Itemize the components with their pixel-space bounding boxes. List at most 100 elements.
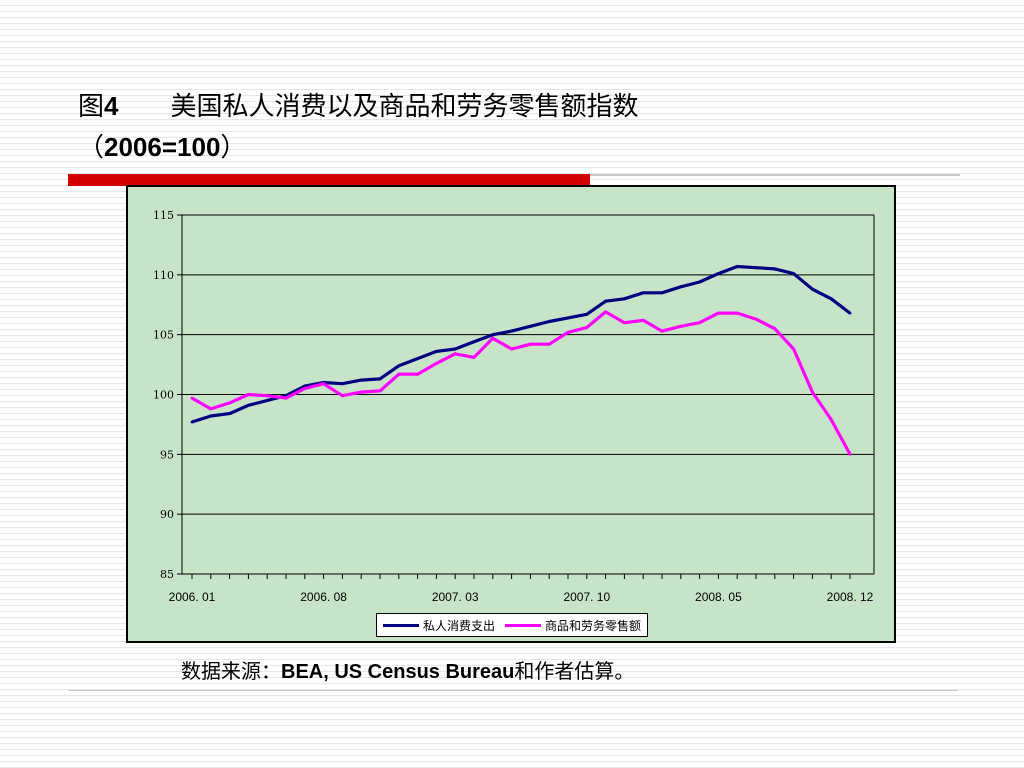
series-0-point-2007-07 [529, 324, 532, 328]
series-1-point-2007-01 [416, 372, 419, 376]
series-0-point-2007-02 [435, 350, 438, 353]
series-1-point-2008-07 [754, 317, 758, 321]
series-1-point-2006-02 [209, 407, 213, 411]
series-1-point-2008-05 [717, 311, 720, 315]
series-0-point-2006-12 [397, 364, 401, 368]
source-suffix: 和作者估算。 [514, 659, 635, 683]
series-0-point-2007-08 [547, 320, 551, 323]
legend-label-retail: 商品和劳务零售额 [545, 618, 642, 633]
series-1-point-2008-06 [735, 311, 739, 315]
series-1-point-2007-06 [510, 347, 513, 351]
series-0-point-2008-04 [698, 280, 701, 284]
series-1-point-2006-11 [378, 389, 382, 393]
series-1-point-2008-11 [829, 418, 833, 421]
series-1-point-2008-02 [660, 329, 664, 333]
legend-item-retail: 商品和劳务零售额 [505, 617, 641, 634]
series-1-point-2008-12 [848, 452, 852, 456]
x-tick-label-5: 2008. 12 [827, 590, 874, 604]
series-0-point-2008-09 [792, 272, 795, 275]
series-1-point-2006-01 [190, 396, 194, 400]
divider-rule [590, 174, 960, 176]
series-1-point-2007-04 [472, 356, 476, 359]
series-0-point-2008-08 [773, 267, 777, 271]
series-1-point-2007-05 [491, 336, 495, 340]
series-1-point-2008-03 [679, 324, 683, 328]
y-tick-label-85: 85 [160, 568, 174, 581]
series-1-point-2007-07 [529, 342, 532, 346]
series-1-point-2006-08 [322, 382, 325, 386]
series-0-point-2006-10 [359, 378, 363, 382]
series-0-point-2006-03 [228, 412, 231, 415]
source-note: 数据来源：BEA, US Census Bureau和作者估算。 [181, 655, 634, 684]
series-1-point-2007-10 [585, 326, 589, 329]
series-1-point-2008-04 [698, 321, 701, 325]
series-0-point-2007-11 [604, 299, 607, 303]
series-line-1 [191, 310, 852, 456]
series-0-point-2007-12 [623, 297, 626, 301]
series-0-point-2006-05 [265, 399, 269, 402]
series-1-point-2006-03 [228, 401, 231, 405]
chart-frame: 115 110 105 100 95 90 85 2006. 01 2006. 08 2007. … [126, 185, 896, 643]
series-1-point-2006-04 [247, 393, 250, 396]
series-0-point-2007-09 [566, 316, 570, 320]
series-1-point-2006-05 [265, 394, 269, 398]
series-0-point-2008-05 [717, 272, 720, 275]
slide-title: 图4 美国私人消费以及商品和劳务零售额指数 （2006=100） [78, 86, 958, 168]
title-prefix: 图 [78, 92, 105, 122]
y-tick-label-105: 105 [153, 329, 174, 342]
series-0-point-2008-11 [829, 297, 833, 301]
title-main: 美国私人消费以及商品和劳务零售额指数 [170, 92, 639, 122]
series-0-point-2007-04 [472, 340, 476, 344]
legend-swatch-retail [505, 623, 542, 627]
y-tick-label-90: 90 [160, 508, 174, 521]
source-bold: BEA, US Census Bureau [281, 661, 515, 683]
series-1-point-2008-08 [773, 327, 777, 331]
series-1-point-2007-12 [623, 321, 626, 325]
series-0-point-2008-12 [848, 311, 852, 315]
series-line-0 [191, 264, 851, 424]
series-1-point-2006-09 [341, 394, 344, 398]
series-1-point-2008-09 [792, 347, 795, 351]
series-1-point-2006-06 [284, 396, 288, 400]
bottom-rule [68, 690, 958, 691]
series-1-point-2007-03 [453, 352, 457, 356]
x-tick-label-0: 2006. 01 [169, 590, 216, 604]
legend-item-consumption: 私人消费支出 [383, 617, 495, 634]
series-1-point-2007-08 [547, 342, 551, 346]
series-1-point-2007-09 [566, 330, 570, 334]
y-tick-label-115: 115 [153, 209, 174, 222]
legend-label-consumption: 私人消费支出 [423, 618, 496, 633]
x-tick-label-2: 2007. 03 [432, 590, 479, 604]
series-0-point-2007-06 [510, 329, 513, 333]
series-0-point-2007-03 [453, 347, 457, 351]
legend-swatch-consumption [383, 623, 419, 627]
title-paren-open: （ [78, 133, 105, 163]
series-1-point-2008-10 [811, 390, 814, 394]
series-1-point-2006-10 [359, 390, 363, 394]
series-0-point-2008-02 [660, 291, 664, 295]
series-0-point-2007-10 [585, 312, 589, 316]
line-chart: 115 110 105 100 95 90 85 2006. 01 2006. 08 2007. … [153, 209, 875, 604]
series-1-point-2006-07 [303, 387, 307, 390]
chart-legend: 私人消费支出 商品和劳务零售额 [376, 613, 649, 637]
x-tick-label-1: 2006. 08 [300, 590, 347, 604]
x-tick-label-3: 2007. 10 [563, 590, 610, 604]
y-tick-label-110: 110 [153, 269, 174, 282]
series-1-point-2007-11 [604, 310, 607, 314]
source-prefix: 数据来源： [181, 659, 281, 683]
series-0-point-2008-10 [811, 287, 814, 291]
accent-rule [68, 174, 590, 186]
series-1-point-2008-01 [641, 318, 645, 322]
series-0-point-2006-11 [378, 377, 382, 381]
series-0-point-2007-05 [491, 333, 495, 337]
series-0-point-2006-02 [209, 414, 213, 418]
y-tick-label-95: 95 [160, 448, 174, 461]
series-0-point-2008-03 [679, 285, 683, 289]
title-number: 4 [104, 91, 119, 121]
series-0-point-2006-09 [341, 382, 344, 386]
series-1-point-2007-02 [435, 362, 438, 365]
title-base: 2006=100 [104, 132, 221, 162]
series-1-point-2006-12 [397, 372, 401, 376]
series-0-point-2008-06 [735, 265, 739, 268]
series-0-point-2008-01 [641, 291, 645, 295]
